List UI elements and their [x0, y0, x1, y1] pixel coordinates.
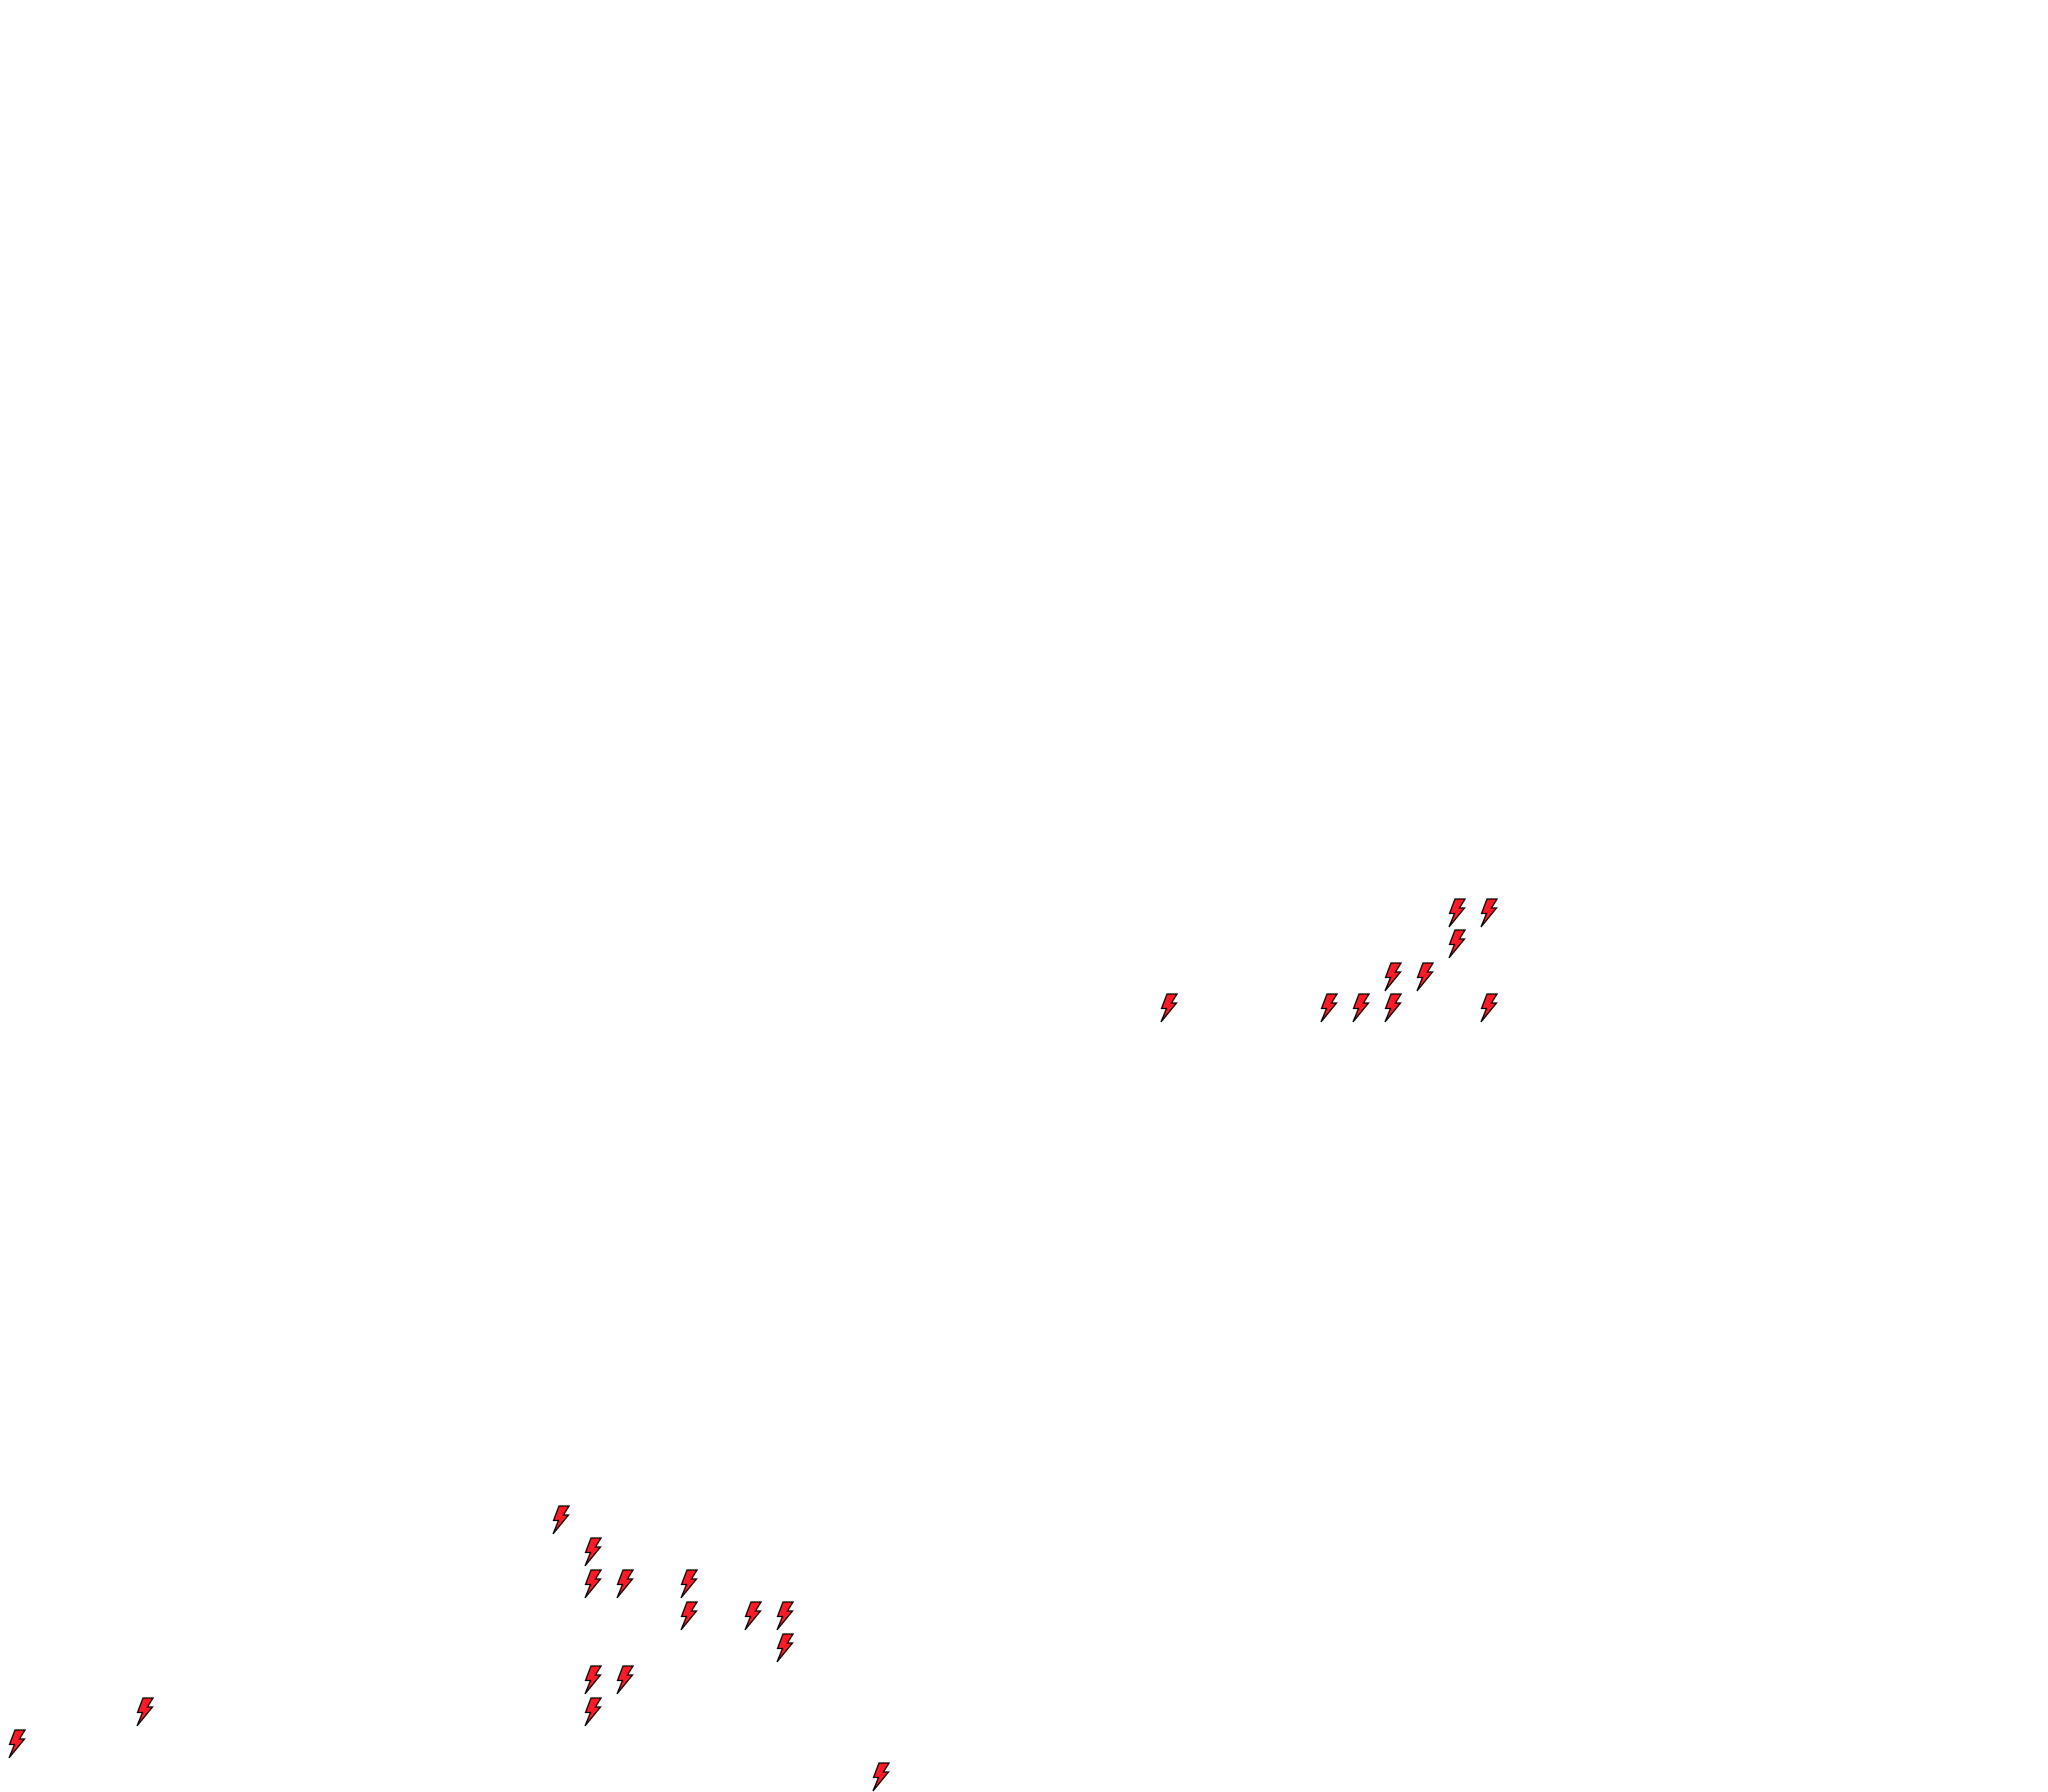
lightning-bolt-icon	[8, 1729, 26, 1759]
lightning-bolt-icon	[584, 1697, 602, 1727]
lightning-marker[interactable]	[1383, 962, 1402, 992]
lightning-marker[interactable]	[135, 1697, 154, 1727]
lightning-bolt-icon	[552, 1505, 570, 1535]
lightning-bolt-icon	[1384, 962, 1402, 992]
lightning-bolt-icon	[1448, 898, 1466, 928]
lightning-marker[interactable]	[1447, 929, 1466, 959]
lightning-bolt-icon	[136, 1697, 154, 1727]
lightning-bolt-icon	[1448, 929, 1466, 959]
lightning-bolt-icon	[680, 1569, 698, 1599]
lightning-bolt-icon	[584, 1537, 602, 1567]
lightning-marker[interactable]	[775, 1633, 794, 1663]
lightning-bolt-icon	[776, 1633, 794, 1663]
lightning-bolt-icon	[680, 1601, 698, 1631]
lightning-bolt-icon	[776, 1601, 794, 1631]
lightning-bolt-icon	[584, 1569, 602, 1599]
lightning-bolt-icon	[1416, 962, 1434, 992]
lightning-marker[interactable]	[7, 1729, 26, 1759]
lightning-bolt-icon	[872, 1762, 890, 1792]
lightning-bolt-icon	[1320, 993, 1338, 1023]
lightning-marker[interactable]	[583, 1697, 602, 1727]
lightning-bolt-icon	[1352, 993, 1370, 1023]
lightning-marker[interactable]	[583, 1665, 602, 1695]
lightning-marker[interactable]	[871, 1762, 890, 1792]
lightning-bolt-icon	[1480, 898, 1498, 928]
lightning-bolt-icon	[1480, 993, 1498, 1023]
lightning-marker[interactable]	[679, 1601, 698, 1631]
lightning-marker[interactable]	[1383, 993, 1402, 1023]
lightning-marker[interactable]	[679, 1569, 698, 1599]
lightning-marker[interactable]	[615, 1569, 634, 1599]
lightning-bolt-icon	[1384, 993, 1402, 1023]
lightning-marker[interactable]	[1159, 993, 1178, 1023]
lightning-marker[interactable]	[1479, 993, 1498, 1023]
lightning-bolt-icon	[1160, 993, 1178, 1023]
lightning-bolt-icon	[584, 1665, 602, 1695]
lightning-marker[interactable]	[743, 1601, 762, 1631]
lightning-marker[interactable]	[551, 1505, 570, 1535]
lightning-marker[interactable]	[583, 1537, 602, 1567]
lightning-marker[interactable]	[1415, 962, 1434, 992]
lightning-bolt-icon	[616, 1665, 634, 1695]
lightning-marker[interactable]	[1479, 898, 1498, 928]
lightning-bolt-icon	[616, 1569, 634, 1599]
lightning-marker[interactable]	[583, 1569, 602, 1599]
lightning-marker[interactable]	[1319, 993, 1338, 1023]
lightning-marker[interactable]	[1447, 898, 1466, 928]
lightning-marker[interactable]	[615, 1665, 634, 1695]
lightning-bolt-icon	[744, 1601, 762, 1631]
lightning-marker[interactable]	[775, 1601, 794, 1631]
lightning-marker[interactable]	[1351, 993, 1370, 1023]
